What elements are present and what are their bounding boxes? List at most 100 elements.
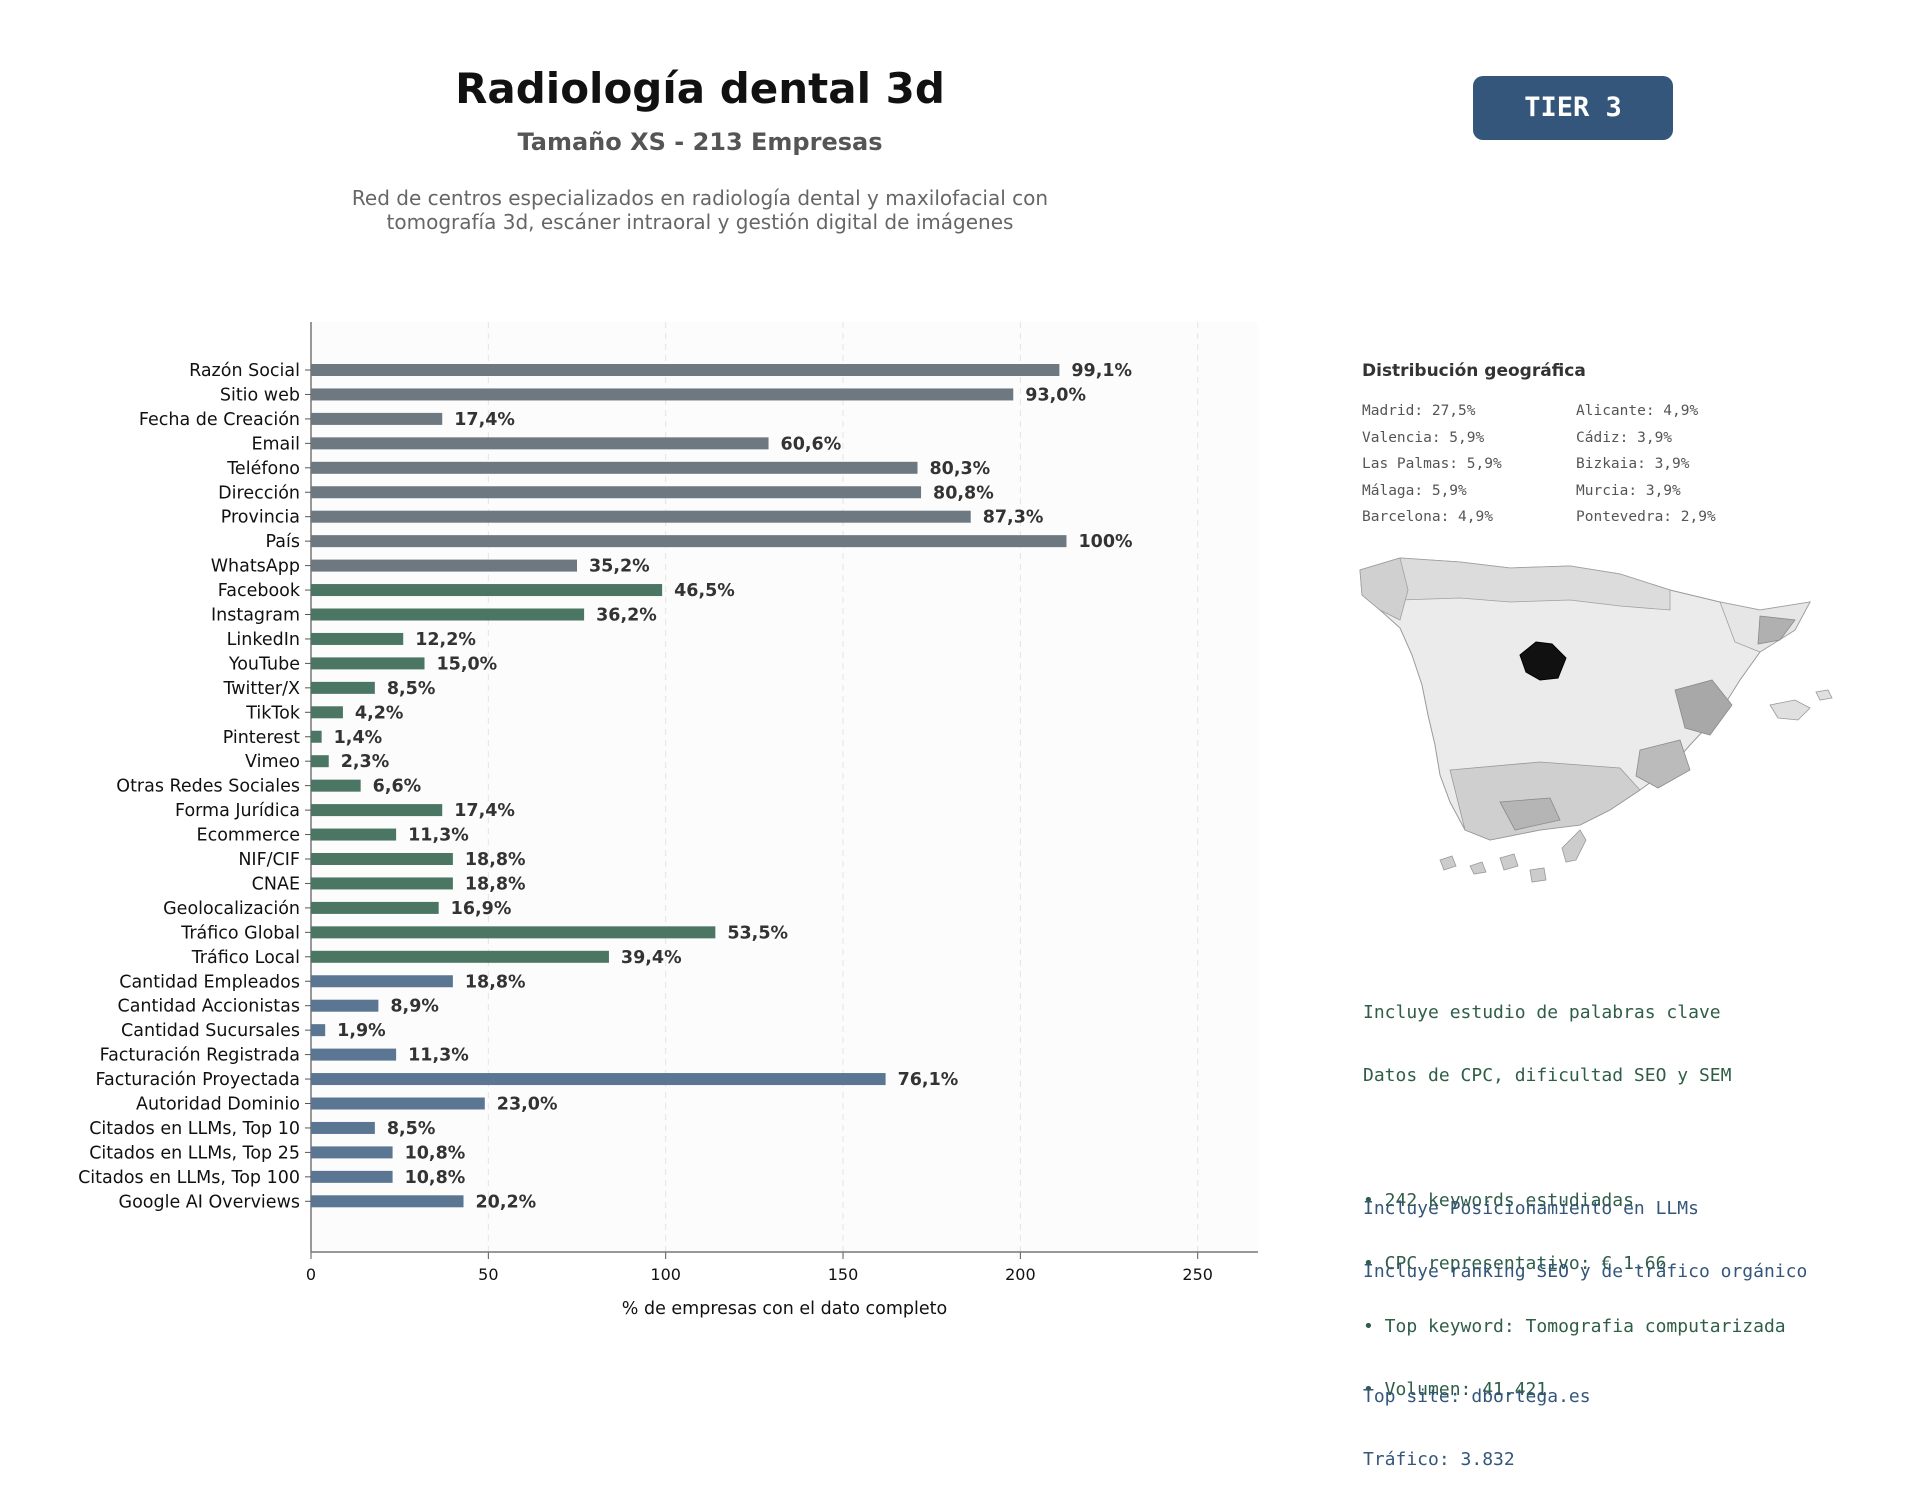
data-label: 11,3%	[408, 826, 469, 846]
category-label: Citados en LLMs, Top 100	[78, 1168, 300, 1188]
page-title: Radiología dental 3d	[455, 64, 945, 113]
seo-bullet-3: • Top keyword: Tomografia computarizada	[1363, 1316, 1786, 1337]
data-label: 35,2%	[589, 557, 650, 577]
category-label: Vimeo	[245, 752, 300, 772]
category-label: Instagram	[211, 606, 300, 626]
data-label: 53,5%	[727, 923, 788, 943]
data-label: 11,3%	[408, 1046, 469, 1066]
x-tick-label: 250	[1182, 1265, 1213, 1284]
map-balearic-islands-small	[1815, 689, 1833, 701]
seo-info: Incluye estudio de palabras clave Datos …	[1363, 960, 1786, 1421]
data-label: 17,4%	[454, 410, 515, 430]
bar	[311, 804, 443, 817]
bar	[311, 975, 453, 988]
category-label: Twitter/X	[222, 679, 300, 699]
bar-chart: 0 50 100 150 200 250 Razón Social 99,1% Sitio we…	[78, 322, 1258, 1319]
bar	[311, 632, 404, 645]
bar	[311, 584, 663, 597]
geo-item: Alicante: 4,9%	[1576, 403, 1699, 419]
category-label: Ecommerce	[197, 826, 300, 846]
data-label: 20,2%	[476, 1192, 537, 1212]
data-label: 4,2%	[355, 703, 404, 723]
bar	[311, 779, 361, 792]
x-tick-label: 50	[478, 1265, 498, 1284]
bar	[311, 853, 453, 865]
category-label: Cantidad Empleados	[119, 972, 300, 992]
category-label: LinkedIn	[227, 630, 300, 650]
data-label: 2,3%	[341, 752, 390, 772]
bar	[311, 1170, 393, 1183]
seo-line-1: Incluye estudio de palabras clave	[1363, 1002, 1721, 1023]
category-label: País	[266, 532, 300, 552]
data-label: 18,8%	[465, 972, 526, 992]
category-label: Teléfono	[226, 459, 300, 479]
map-barcelona	[1757, 615, 1796, 645]
bar	[311, 657, 425, 670]
data-label: 17,4%	[454, 801, 515, 821]
category-label: Facturación Proyectada	[96, 1070, 300, 1090]
geo-item: Murcia: 3,9%	[1576, 482, 1681, 499]
data-label: 15,0%	[436, 654, 497, 674]
data-label: 8,5%	[387, 679, 436, 699]
bar	[311, 364, 1060, 376]
seo-bullet-4: • Volumen: 41.421	[1363, 1379, 1548, 1400]
map-malaga	[1499, 797, 1561, 831]
map-galicia	[1359, 557, 1409, 621]
category-label: Provincia	[221, 508, 300, 528]
map-murcia	[1635, 739, 1691, 789]
spain-map	[1359, 557, 1833, 883]
x-tick-label: 100	[650, 1265, 681, 1284]
category-label: Facturación Registrada	[100, 1046, 300, 1066]
data-label: 18,8%	[465, 874, 526, 894]
category-label: Email	[251, 434, 300, 454]
bar	[311, 950, 609, 963]
data-label: 12,2%	[415, 630, 476, 650]
data-label: 87,3%	[983, 508, 1044, 528]
llm-info: Incluye Posicionamiento en LLMs Incluye …	[1363, 1156, 1807, 1491]
map-valencia	[1674, 679, 1733, 736]
map-madrid	[1519, 641, 1567, 681]
geo-item: Las Palmas: 5,9%	[1362, 456, 1502, 472]
category-label: Fecha de Creación	[139, 410, 300, 430]
bar	[311, 1195, 464, 1208]
bar	[311, 926, 716, 939]
category-label: Tráfico Local	[191, 948, 300, 968]
bar	[311, 461, 918, 474]
bar	[311, 412, 443, 425]
page-description: Red de centros especializados en radiolo…	[0, 186, 1400, 234]
data-label: 8,9%	[390, 997, 439, 1017]
data-label: 46,5%	[674, 581, 735, 601]
data-label: 1,9%	[337, 1021, 386, 1041]
category-label: CNAE	[252, 874, 300, 894]
data-label: 16,9%	[451, 899, 512, 919]
llm-line-1: Incluye Posicionamiento en LLMs	[1363, 1198, 1699, 1219]
geo-item: Valencia: 5,9%	[1362, 429, 1485, 446]
geo-distribution-list: Madrid: 27,5% Alicante: 4,9% Valencia: 5…	[1362, 398, 1802, 531]
category-label: Citados en LLMs, Top 10	[89, 1119, 300, 1139]
plot-background	[311, 322, 1258, 1252]
bar	[311, 1097, 485, 1110]
data-label: 6,6%	[373, 777, 422, 797]
data-label: 99,1%	[1071, 361, 1132, 381]
bar	[311, 999, 379, 1012]
bar	[311, 608, 585, 621]
category-label: Autoridad Dominio	[136, 1095, 300, 1115]
page-subtitle: Tamaño XS - 213 Empresas	[517, 128, 883, 156]
category-label: YouTube	[228, 654, 300, 674]
category-label: Tráfico Global	[180, 923, 300, 943]
map-canary-islands	[1439, 829, 1587, 883]
bar	[311, 681, 375, 694]
category-label: Geolocalización	[163, 899, 300, 919]
bar	[311, 559, 578, 572]
geo-item: Barcelona: 4,9%	[1362, 509, 1493, 525]
seo-bullet-1: • 242 keywords estudiadas	[1363, 1190, 1634, 1211]
data-label: 80,3%	[930, 459, 991, 479]
x-tick-label: 150	[828, 1265, 859, 1284]
bar	[311, 1073, 886, 1086]
geo-item: Madrid: 27,5%	[1362, 403, 1476, 419]
bar	[311, 877, 453, 890]
category-label: Google AI Overviews	[119, 1192, 300, 1212]
bar	[311, 901, 439, 914]
data-label: 60,6%	[781, 434, 842, 454]
bar	[311, 535, 1067, 548]
